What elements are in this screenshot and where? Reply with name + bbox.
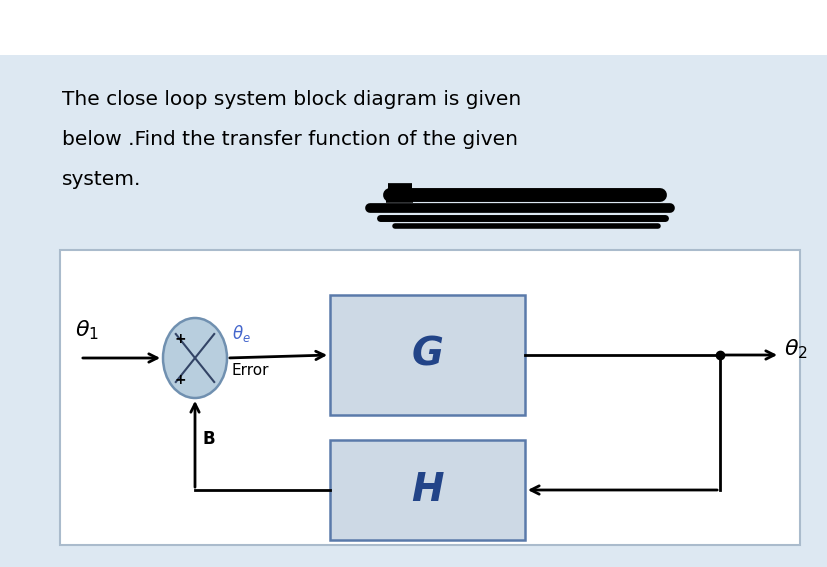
Text: B: B xyxy=(203,430,215,448)
FancyBboxPatch shape xyxy=(330,440,524,540)
Text: G: G xyxy=(411,336,443,374)
Text: H: H xyxy=(411,471,443,509)
Text: +: + xyxy=(174,373,186,387)
Text: below .Find the transfer function of the given: below .Find the transfer function of the… xyxy=(62,130,518,149)
Text: $\theta_e$: $\theta_e$ xyxy=(232,323,251,344)
FancyBboxPatch shape xyxy=(0,0,827,55)
FancyBboxPatch shape xyxy=(60,250,799,545)
Text: $\theta_2$: $\theta_2$ xyxy=(783,337,807,361)
FancyBboxPatch shape xyxy=(0,55,827,567)
FancyBboxPatch shape xyxy=(330,295,524,415)
Text: The close loop system block diagram is given: The close loop system block diagram is g… xyxy=(62,90,521,109)
Text: Error: Error xyxy=(232,363,269,378)
Text: $\theta_1$: $\theta_1$ xyxy=(75,318,99,341)
Text: +: + xyxy=(174,332,186,346)
Ellipse shape xyxy=(163,318,227,398)
Text: system.: system. xyxy=(62,170,141,189)
